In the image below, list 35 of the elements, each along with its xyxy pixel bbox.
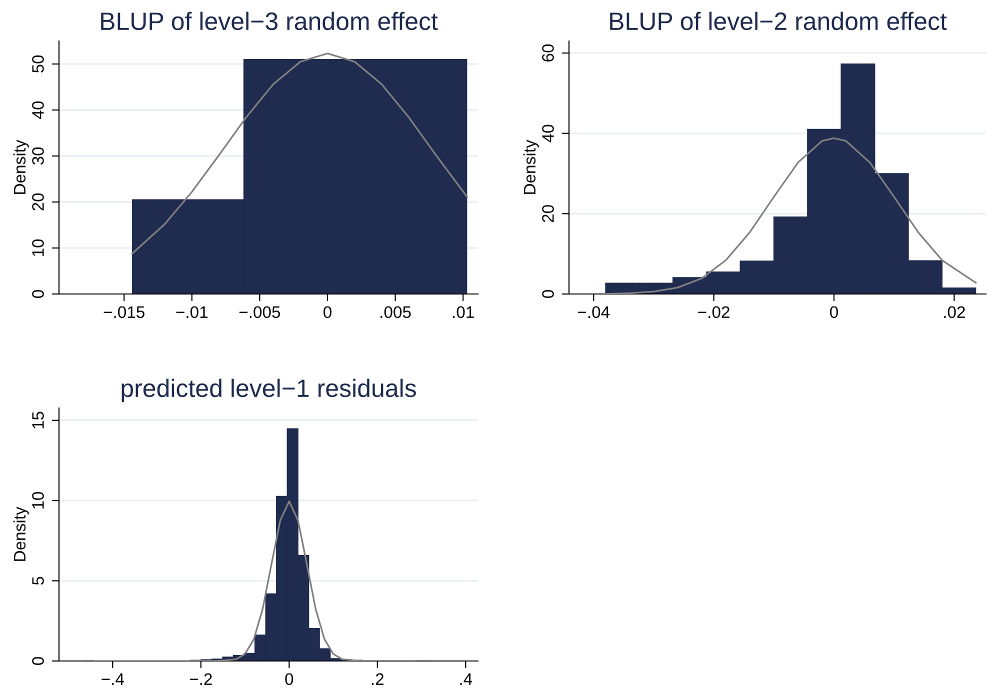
y-tick-label: 30 bbox=[32, 147, 44, 165]
y-tick-label: 20 bbox=[32, 193, 44, 210]
x-tick-label: −.04 bbox=[578, 306, 610, 318]
x-tick-label: .005 bbox=[380, 306, 411, 318]
x-tick-label: .02 bbox=[944, 306, 965, 318]
y-tick-label: 40 bbox=[542, 124, 554, 142]
y-tick-label: 0 bbox=[32, 657, 44, 665]
y-axis-title: Density bbox=[523, 140, 539, 194]
y-tick-label: 0 bbox=[32, 290, 44, 298]
x-tick-label: .2 bbox=[372, 673, 384, 685]
y-tick-label: 50 bbox=[32, 55, 44, 73]
x-tick-label: −.4 bbox=[102, 673, 124, 685]
y-tick-label: 15 bbox=[32, 412, 44, 428]
y-tick-label: 0 bbox=[542, 290, 554, 298]
x-tick-label: −.015 bbox=[104, 306, 144, 318]
chart-title: predicted level−1 residuals bbox=[122, 378, 416, 402]
y-tick-label: 5 bbox=[32, 576, 44, 585]
x-tick-label: 0 bbox=[830, 306, 838, 318]
y-tick-label: 60 bbox=[542, 44, 554, 62]
y-tick-label: 10 bbox=[32, 492, 44, 509]
x-tick-label: .01 bbox=[453, 306, 474, 318]
x-tick-label: −.005 bbox=[239, 306, 280, 318]
y-axis-title: Density bbox=[13, 140, 29, 194]
chart-title: BLUP of level−2 random effect bbox=[610, 12, 947, 30]
x-tick-label: .4 bbox=[460, 673, 472, 685]
x-tick-label: −.02 bbox=[698, 306, 730, 318]
x-tick-label: −.2 bbox=[190, 673, 212, 685]
x-tick-label: 0 bbox=[285, 673, 294, 686]
x-tick-label: 0 bbox=[324, 306, 332, 318]
chart-title: BLUP of level−3 random effect bbox=[101, 12, 438, 30]
y-axis-title: Density bbox=[13, 506, 29, 561]
x-tick-label: −.01 bbox=[176, 306, 208, 318]
y-tick-label: 40 bbox=[32, 101, 44, 119]
y-tick-label: 10 bbox=[32, 239, 44, 256]
y-tick-label: 20 bbox=[542, 205, 554, 222]
